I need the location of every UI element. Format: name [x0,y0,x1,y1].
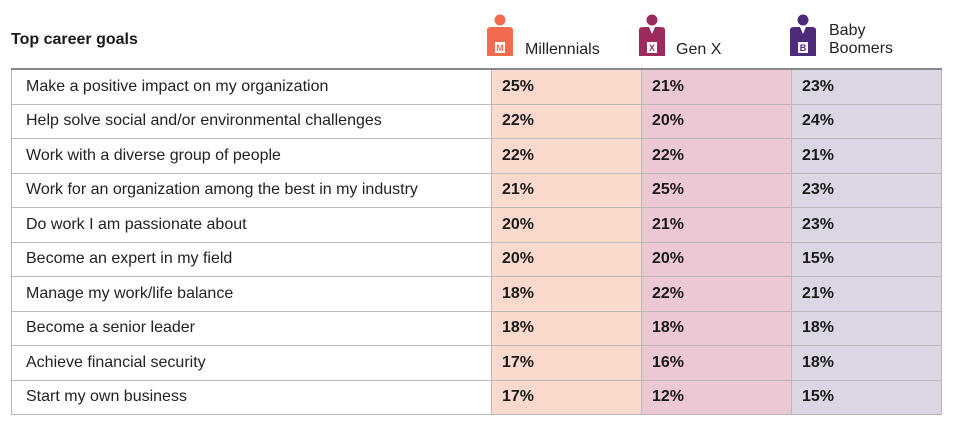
table-row: Work with a diverse group of people 22% 22… [11,138,942,174]
column-header-baby-boomers: B Baby Boomers [779,0,929,68]
baby-boomers-value: 18% [791,345,942,381]
gen-x-value: 22% [641,276,792,312]
baby-boomers-value: 21% [791,276,942,312]
baby-boomers-value: 15% [791,379,942,415]
baby-boomers-value: 23% [791,207,942,243]
table-row: Start my own business 17% 12% 15% [11,379,942,415]
goal-label: Make a positive impact on my organizatio… [11,68,492,105]
column-header-gen-x: X Gen X [629,0,777,68]
goal-label: Become a senior leader [11,310,492,346]
table-row: Help solve social and/or environmental c… [11,103,942,139]
goal-label: Achieve financial security [11,345,492,381]
gen-x-value: 12% [641,379,792,415]
baby-boomers-value: 24% [791,103,942,139]
table-row: Become an expert in my field 20% 20% 15% [11,241,942,277]
baby-boomers-value: 23% [791,172,942,208]
goal-label: Become an expert in my field [11,241,492,277]
millennials-value: 18% [491,310,642,346]
gen-x-label: Gen X [676,41,722,58]
gen-x-badge: X [649,43,655,53]
millennials-badge: M [496,43,504,53]
table-row: Manage my work/life balance 18% 22% 21% [11,276,942,312]
gen-x-value: 20% [641,241,792,277]
baby-boomers-value: 23% [791,68,942,105]
gen-x-value: 16% [641,345,792,381]
gen-x-value: 18% [641,310,792,346]
goal-label: Work with a diverse group of people [11,138,492,174]
millennials-value: 17% [491,379,642,415]
baby-boomers-label-line-2: Boomers [829,40,894,57]
baby-boomers-value: 15% [791,241,942,277]
baby-boomers-value: 21% [791,138,942,174]
gen-x-value: 25% [641,172,792,208]
baby-boomers-label: Baby Boomers [829,22,893,58]
gen-x-value: 21% [641,68,792,105]
table-row: Achieve financial security 17% 16% 18% [11,345,942,381]
baby-boomers-label-line-1: Baby [829,22,866,39]
gen-x-value: 22% [641,138,792,174]
career-goals-table: Make a positive impact on my organizatio… [11,68,942,415]
millennials-value: 22% [491,103,642,139]
millennials-value: 20% [491,241,642,277]
millennials-value: 17% [491,345,642,381]
gen-x-value: 21% [641,207,792,243]
table-row: Do work I am passionate about 20% 21% 23% [11,207,942,243]
millennials-value: 25% [491,68,642,105]
table-row: Make a positive impact on my organizatio… [11,68,942,105]
millennials-value: 18% [491,276,642,312]
goal-label: Do work I am passionate about [11,207,492,243]
baby-boomers-value: 18% [791,310,942,346]
goal-label: Help solve social and/or environmental c… [11,103,492,139]
millennials-value: 22% [491,138,642,174]
baby-boomers-badge: B [800,43,807,53]
millennials-value: 20% [491,207,642,243]
millennials-value: 21% [491,172,642,208]
millennials-person-icon: M [487,14,513,56]
table-row: Become a senior leader 18% 18% 18% [11,310,942,346]
table-row: Work for an organization among the best … [11,172,942,208]
goal-label: Manage my work/life balance [11,276,492,312]
column-header-millennials: M Millennials [477,0,627,68]
goal-label: Start my own business [11,379,492,415]
goal-label: Work for an organization among the best … [11,172,492,208]
gen-x-person-icon: X [639,14,665,56]
baby-boomers-person-icon: B [790,14,816,56]
gen-x-value: 20% [641,103,792,139]
table-title: Top career goals [11,31,138,48]
millennials-label: Millennials [525,41,600,58]
